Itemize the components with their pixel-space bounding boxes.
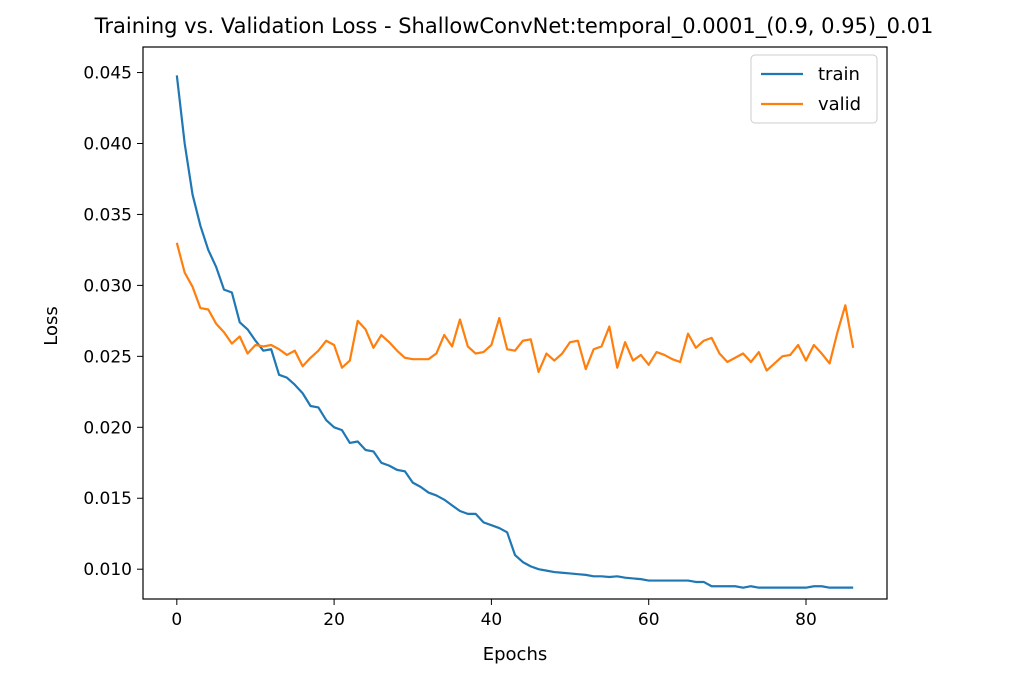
y-axis-ticks: 0.010 0.015 0.020 0.025 0.030 0.035 0.040 0.045 (83, 64, 143, 580)
series-layer (175, 75, 855, 589)
x-axis-label: Epochs (483, 644, 548, 665)
y-tick-label: 0.010 (83, 560, 132, 580)
y-tick-label: 0.030 (83, 276, 132, 296)
x-tick-label: 60 (638, 610, 660, 630)
y-tick-label: 0.035 (83, 205, 132, 225)
y-axis-label: Loss (41, 306, 62, 345)
legend-label-valid: valid (818, 94, 861, 115)
legend-box (750, 54, 878, 124)
legend-label-train: train (818, 64, 860, 85)
legend: train valid (750, 54, 878, 124)
y-tick-label: 0.020 (83, 418, 132, 438)
x-tick-label: 40 (481, 610, 503, 630)
y-tick-label: 0.045 (83, 64, 132, 84)
x-axis-ticks: 0 20 40 60 80 (171, 599, 817, 630)
x-tick-label: 0 (171, 610, 182, 630)
chart-title: Training vs. Validation Loss - ShallowCo… (94, 14, 934, 39)
plot-area-frame (142, 46, 888, 600)
y-tick-label: 0.015 (83, 489, 132, 509)
x-tick-label: 80 (795, 610, 817, 630)
x-tick-label: 20 (323, 610, 345, 630)
series-line-valid (175, 242, 855, 374)
y-tick-label: 0.040 (83, 134, 132, 154)
series-line-train (175, 75, 854, 589)
y-tick-label: 0.025 (83, 347, 132, 367)
